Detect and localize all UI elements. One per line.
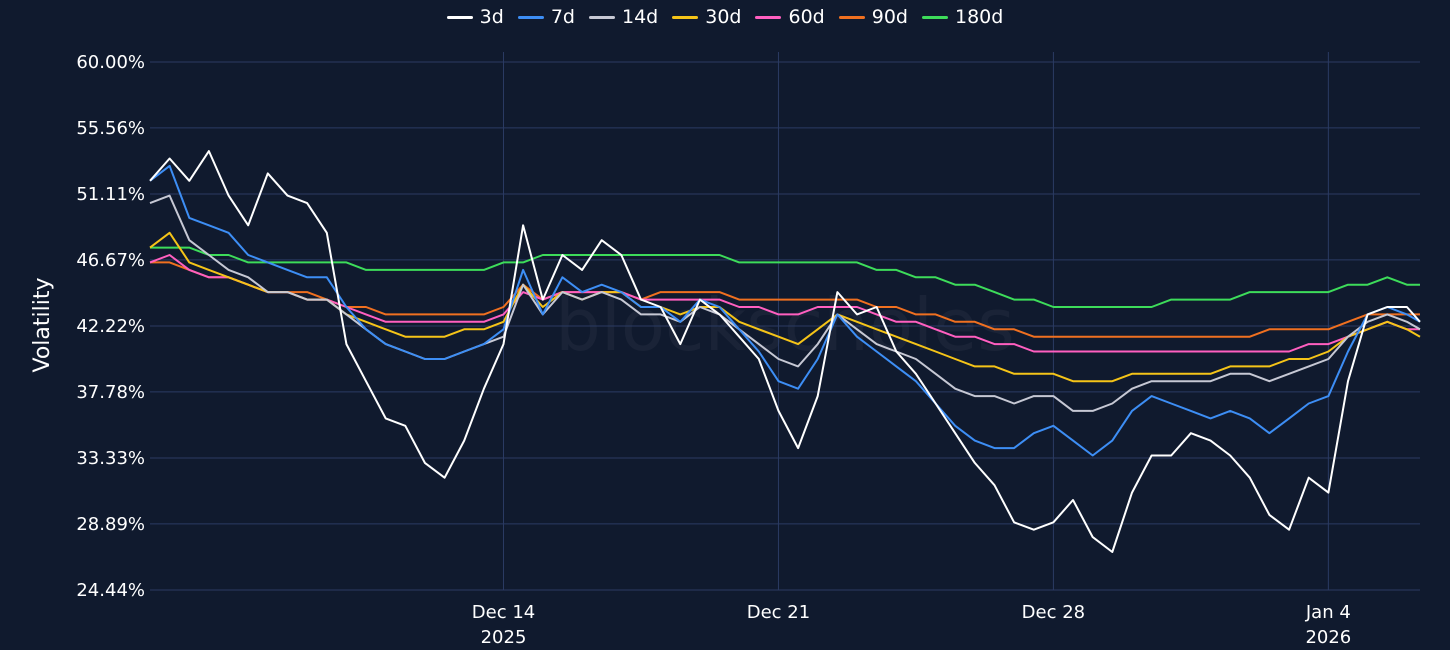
y-tick-label: 37.78% (76, 382, 145, 403)
legend-swatch (588, 15, 615, 19)
legend-item-3d[interactable]: 3d (446, 6, 504, 28)
x-tick-label: Jan 4 (1305, 602, 1351, 623)
legend-swatch (838, 15, 865, 19)
legend-item-7d[interactable]: 7d (517, 6, 575, 28)
x-tick-year-label: 2026 (1305, 627, 1351, 648)
legend-label: 60d (788, 6, 825, 28)
y-axis-ticks: 24.44% 28.89% 33.33% 37.78% 42.22% 46.67% 51.1… (76, 52, 145, 601)
y-tick-label: 28.89% (76, 514, 145, 535)
y-tick-label: 55.56% (76, 118, 145, 139)
legend-label: 180d (954, 6, 1004, 28)
legend-label: 7d (550, 6, 575, 28)
legend-swatch (921, 15, 948, 19)
x-tick-label: Dec 21 (747, 602, 810, 623)
series-line-30d (149, 231, 1421, 383)
y-tick-label: 46.67% (76, 250, 145, 271)
legend: 3d 7d 14d 30d 60d 90d 180d (0, 6, 1450, 28)
legend-item-180d[interactable]: 180d (921, 6, 1004, 28)
y-tick-label: 51.11% (76, 184, 145, 205)
legend-label: 14d (621, 6, 659, 28)
y-tick-label: 42.22% (76, 316, 145, 337)
x-tick-label: Dec 14 (472, 602, 535, 623)
legend-swatch (672, 15, 699, 19)
legend-item-30d[interactable]: 30d (672, 6, 741, 28)
legend-item-14d[interactable]: 14d (588, 6, 659, 28)
series-line-180d (150, 246, 1420, 308)
x-tick-year-label: 2025 (481, 627, 527, 648)
x-tick-label: Dec 28 (1022, 602, 1085, 623)
x-axis-ticks: Dec 14 2025 Dec 21 Dec 28 Jan 4 2026 (472, 602, 1351, 648)
series-line-60d (149, 254, 1420, 353)
series-line-90d (150, 261, 1420, 338)
legend-label: 90d (871, 6, 908, 28)
legend-swatch (517, 15, 544, 19)
series-line-3d (149, 150, 1421, 553)
y-tick-label: 33.33% (76, 448, 145, 469)
grid (150, 52, 1420, 591)
y-tick-label: 24.44% (76, 580, 145, 601)
series-layer (149, 150, 1421, 553)
legend-swatch (446, 15, 473, 19)
legend-swatch (755, 15, 782, 19)
legend-item-60d[interactable]: 60d (755, 6, 825, 28)
series-line-7d (149, 164, 1421, 457)
legend-label: 3d (479, 6, 504, 28)
y-tick-label: 60.00% (76, 52, 145, 73)
legend-item-90d[interactable]: 90d (838, 6, 908, 28)
legend-label: 30d (705, 6, 742, 28)
y-axis-title: Volatility (30, 277, 55, 372)
